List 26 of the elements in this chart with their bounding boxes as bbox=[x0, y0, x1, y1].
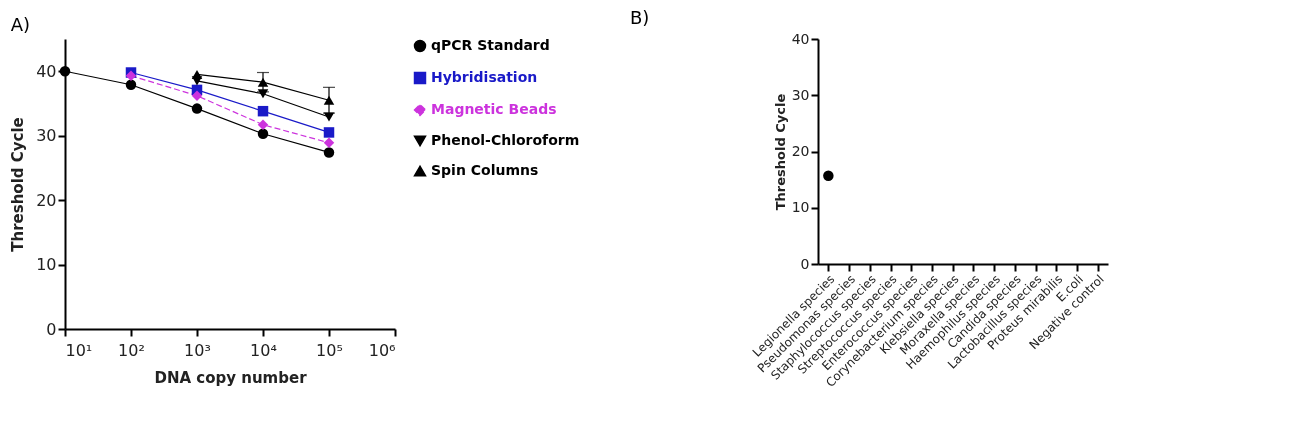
y-axis-title: Threshold Cycle bbox=[772, 93, 788, 211]
y-tick-label: 0 bbox=[800, 255, 810, 272]
x-tick-label: 10¹ bbox=[65, 340, 93, 360]
y-tick-label: 0 bbox=[46, 319, 57, 339]
legend-label: Phenol-Chloroform bbox=[431, 132, 580, 148]
y-tick-label: 40 bbox=[791, 30, 810, 47]
y-tick-label: 30 bbox=[36, 126, 57, 146]
y-tick-label: 20 bbox=[36, 190, 57, 210]
y-axis-title: Threshold Cycle bbox=[9, 117, 28, 252]
x-tick-label: 10² bbox=[118, 340, 145, 360]
y-tick-label: 20 bbox=[791, 143, 810, 159]
chart-title: A) bbox=[10, 14, 30, 35]
y-tick-label: 10 bbox=[791, 199, 810, 216]
x-axis-title: DNA copy number bbox=[154, 368, 308, 387]
x-tick-label: 10⁵ bbox=[316, 340, 343, 360]
x-tick-label: 10⁴ bbox=[250, 340, 277, 360]
legend-label: Hybridisation bbox=[431, 69, 538, 85]
y-tick-label: 10 bbox=[36, 255, 57, 275]
text: B) bbox=[630, 7, 650, 28]
x-tick-label: 10³ bbox=[184, 340, 211, 360]
legend-label: Magnetic Beads bbox=[431, 101, 557, 117]
legend-label: qPCR Standard bbox=[431, 37, 550, 53]
y-tick-label: 30 bbox=[791, 86, 810, 103]
legend-label: Spin Columns bbox=[431, 162, 539, 178]
x-tick-label: 10⁶ bbox=[368, 340, 396, 360]
y-tick-label: 40 bbox=[36, 61, 57, 81]
